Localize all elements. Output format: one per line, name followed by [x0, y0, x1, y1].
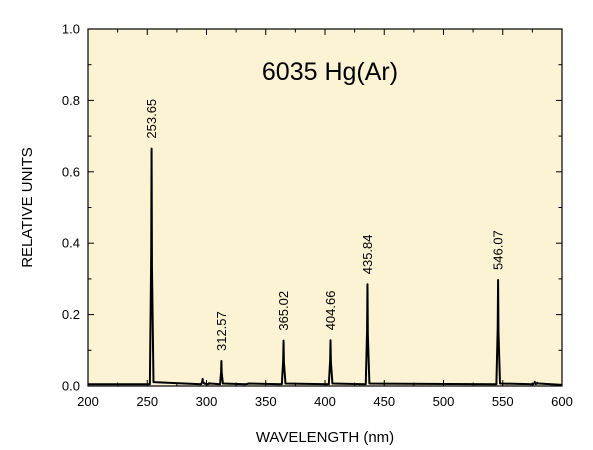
spectrum-line [88, 147, 563, 386]
x-tick-label: 500 [433, 394, 455, 409]
peak-label: 253.65 [144, 99, 159, 139]
y-tick-labels: 0.0 0.2 0.4 0.6 0.8 1.0 [62, 22, 80, 394]
x-tick-label: 250 [136, 394, 158, 409]
peak-label: 435.84 [360, 234, 375, 274]
spectrum-series [88, 147, 563, 386]
x-tick-label: 200 [77, 394, 99, 409]
y-axis-title: RELATIVE UNITS [19, 147, 36, 268]
x-axis-title: WAVELENGTH (nm) [256, 429, 394, 446]
x-tick-label: 400 [314, 394, 336, 409]
peak-label: 365.02 [276, 291, 291, 331]
x-tick-label: 350 [255, 394, 277, 409]
x-tick-label: 600 [551, 394, 573, 409]
y-tick-label: 0.6 [62, 164, 80, 179]
x-tick-label: 300 [196, 394, 218, 409]
x-tick-label: 450 [373, 394, 395, 409]
y-tick-label: 0.0 [62, 379, 80, 394]
y-tick-label: 0.4 [62, 236, 80, 251]
peak-label: 312.57 [214, 311, 229, 351]
y-tick-label: 0.2 [62, 307, 80, 322]
peak-label: 546.07 [491, 230, 506, 270]
y-tick-label: 0.8 [62, 93, 80, 108]
peak-label: 404.66 [323, 291, 338, 331]
peak-labels: 253.65 312.57 365.02 404.66 435.84 546.07 [144, 99, 506, 351]
x-tick-labels: 200 250 300 350 400 450 500 550 600 [77, 394, 573, 409]
chart-title: 6035 Hg(Ar) [262, 58, 398, 86]
plot-area [88, 29, 562, 386]
x-tick-label: 550 [492, 394, 514, 409]
y-tick-label: 1.0 [62, 22, 80, 37]
axis-ticks [87, 28, 563, 387]
